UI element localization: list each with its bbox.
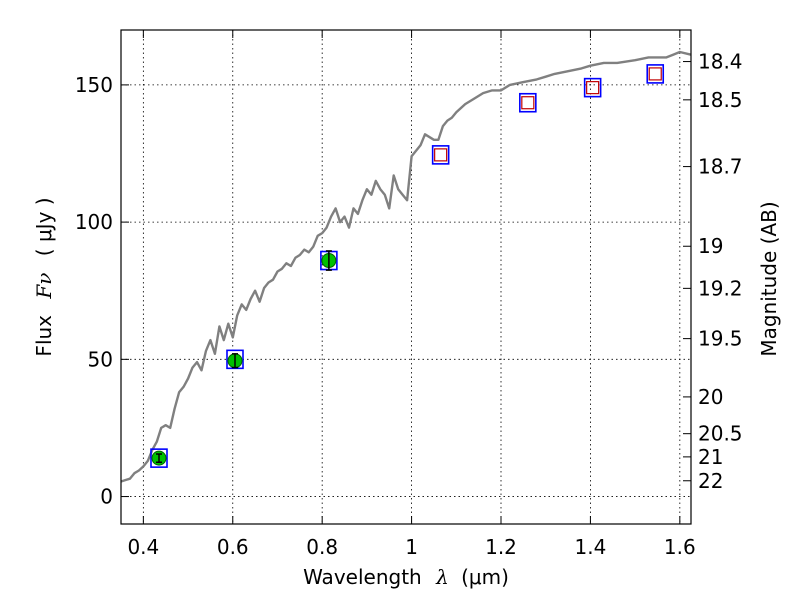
model-band-marker — [226, 349, 244, 370]
mag-tick-label: 22 — [698, 469, 723, 493]
plot-frame — [120, 29, 692, 525]
y-tick-label: 0 — [100, 485, 113, 509]
mag-tick-label: 18.5 — [698, 88, 743, 112]
mag-tick-label: 21 — [698, 445, 723, 469]
axis-ticks: 0.4 0.6 0.8 1 1.2 1.4 1.6 0 50 100 150 18.4 18.5 18.7… — [75, 30, 743, 559]
x-axis-label-symbol: λ — [435, 565, 449, 589]
mag-tick-label: 20.5 — [698, 422, 743, 446]
model-spectrum-line — [120, 50, 692, 483]
x-tick-label: 0.6 — [217, 535, 249, 559]
x-tick-label: 1.2 — [485, 535, 517, 559]
model-band-marker — [646, 64, 665, 84]
mag-tick-label: 19.2 — [698, 276, 743, 300]
y-axis-label-prefix: Flux — [32, 315, 56, 357]
model-band-marker — [519, 92, 537, 113]
y-tick-label: 50 — [88, 347, 113, 371]
grid-lines — [121, 30, 691, 524]
model-band-marker — [583, 77, 602, 98]
x-tick-label: 1.6 — [664, 535, 696, 559]
plot-background — [121, 30, 691, 524]
y-axis-label-symbol: Fν — [32, 273, 56, 300]
y-axis-label-unit: ( μJy ) — [32, 197, 56, 256]
x-axis-label: Wavelength λ (μm) — [303, 565, 509, 589]
mag-tick-label: 20 — [698, 385, 723, 409]
y-axis-label-left: Flux Fν ( μJy ) — [32, 197, 56, 356]
mag-tick-label: 18.7 — [698, 155, 743, 179]
x-axis-label-prefix: Wavelength — [303, 565, 422, 589]
y-axis-label-right: Magnitude (AB) — [757, 201, 781, 356]
model-band-marker — [431, 145, 450, 165]
mag-tick-label: 18.4 — [698, 50, 743, 74]
mag-tick-label: 19 — [698, 234, 723, 258]
mag-tick-label: 19.5 — [698, 327, 743, 351]
data-series — [120, 50, 692, 483]
x-tick-label: 0.4 — [127, 535, 159, 559]
model-band-marker — [150, 448, 168, 468]
x-axis-label-unit: (μm) — [461, 565, 509, 589]
upper-limit-marker — [434, 148, 448, 162]
y-tick-label: 150 — [75, 73, 113, 97]
x-tick-label: 1.4 — [575, 535, 607, 559]
upper-limit-marker — [586, 81, 600, 95]
x-tick-label: 1 — [405, 535, 418, 559]
upper-limit-marker — [521, 96, 535, 110]
x-tick-label: 0.8 — [306, 535, 338, 559]
y-tick-label: 100 — [75, 210, 113, 234]
upper-limit-marker — [648, 67, 662, 81]
